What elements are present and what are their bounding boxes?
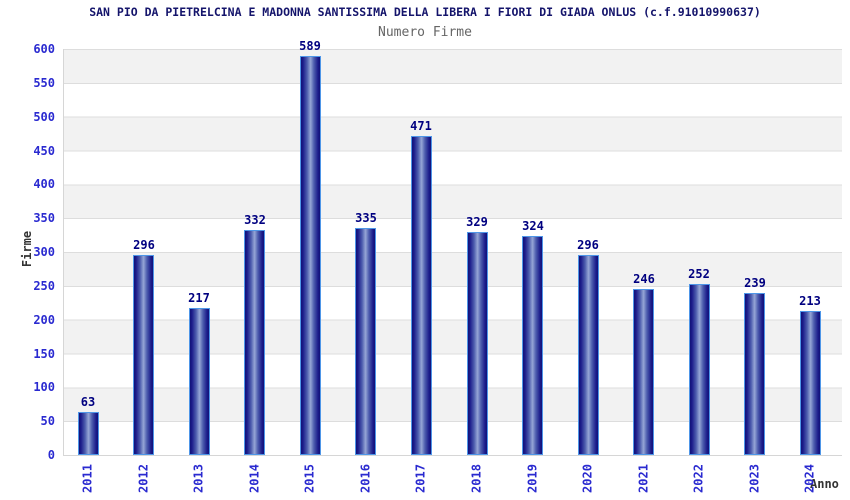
y-tick-label: 400 [33,177,55,192]
bar [578,255,599,455]
y-tick-label: 200 [33,312,55,327]
bar-value-label: 329 [466,215,488,229]
bar-value-label: 471 [410,119,432,133]
y-tick-label: 450 [33,143,55,158]
y-tick-label: 350 [33,211,55,226]
bar-value-label: 335 [355,211,377,225]
x-tick-label: 2018 [469,464,484,493]
bar-value-label: 589 [299,39,321,53]
chart-title: SAN PIO DA PIETRELCINA E MADONNA SANTISS… [89,5,761,19]
bar [244,230,265,455]
y-tick-label: 500 [33,109,55,124]
y-tick-label: 550 [33,75,55,90]
bar [300,56,321,455]
x-tick-label: 2016 [358,464,373,493]
x-tick-label: 2011 [80,464,95,493]
bar-value-label: 239 [744,276,766,290]
bar [411,136,432,455]
bar [355,228,376,455]
y-tick-label: 150 [33,346,55,361]
x-tick-label: 2023 [747,464,762,493]
chart-subtitle: Numero Firme [378,25,472,40]
bar [78,412,99,455]
x-tick-label: 2019 [525,464,540,493]
x-tick-label: 2013 [191,464,206,493]
bar [633,289,654,455]
x-tick-label: 2012 [136,464,151,493]
y-tick-label: 50 [40,414,55,429]
bar-value-label: 246 [633,272,655,286]
bar [467,232,488,455]
x-tick-label: 2017 [413,464,428,493]
x-axis-label: Anno [810,477,839,491]
bar-value-label: 213 [799,294,821,308]
plot-area [63,49,842,456]
bar-value-label: 324 [522,219,544,233]
x-tick-label: 2015 [302,464,317,493]
y-tick-label: 100 [33,380,55,395]
bar-value-label: 332 [244,213,266,227]
bar-value-label: 296 [133,238,155,252]
bar [189,308,210,455]
x-tick-label: 2021 [636,464,651,493]
bar [689,284,710,455]
x-tick-label: 2022 [691,464,706,493]
y-tick-label: 0 [47,448,55,462]
bar-value-label: 296 [577,238,599,252]
bar-value-label: 252 [688,267,710,281]
y-tick-label: 600 [33,42,55,56]
bar-value-label: 217 [188,291,210,305]
bar [744,293,765,455]
bar [133,255,154,455]
y-tick-label: 300 [33,245,55,259]
x-tick-label: 2014 [247,464,262,493]
x-tick-label: 2020 [580,464,595,493]
y-tick-label: 250 [33,278,55,293]
bar-value-label: 63 [80,395,96,409]
x-tick-label: 2024 [802,464,817,493]
bar [800,311,821,455]
bar [522,236,543,455]
